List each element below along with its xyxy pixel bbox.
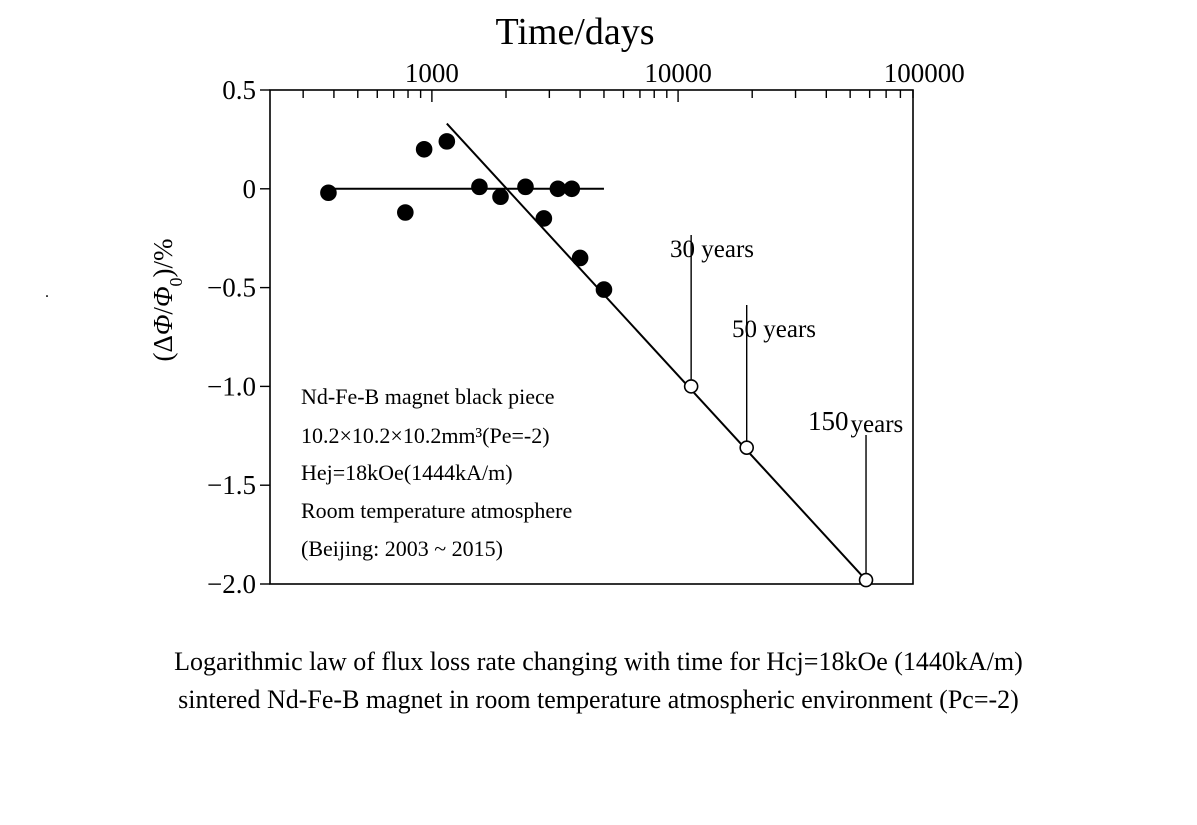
annotation-150-number: 150 <box>808 406 849 436</box>
measured-point <box>563 180 581 198</box>
y-tick-label: −1.5 <box>207 470 256 500</box>
plot-frame <box>269 89 914 585</box>
measured-point <box>438 133 456 150</box>
trend-line <box>446 122 867 581</box>
measured-point <box>415 140 433 158</box>
x-tick-label: 100000 <box>884 58 965 88</box>
annotation-leaders <box>690 235 867 574</box>
annotation-150-unit: years <box>851 411 904 438</box>
x-tick-label: 10000 <box>644 58 712 88</box>
data-points <box>320 133 874 588</box>
measured-point <box>535 210 553 227</box>
y-tick-label: 0.5 <box>222 75 256 105</box>
legend-line-5: (Beijing: 2003 ~ 2015) <box>301 536 503 561</box>
x-axis-title: Time/days <box>495 11 654 53</box>
legend-line-2: 10.2×10.2×10.2mm³(Pe=-2) <box>301 423 550 448</box>
axis-ticks <box>260 89 914 585</box>
y-tick-label: −0.5 <box>207 273 256 303</box>
legend-line-1: Nd-Fe-B magnet black piece <box>301 384 555 409</box>
measured-point <box>320 184 337 202</box>
measured-point <box>571 249 589 267</box>
annotation-30-years: 30 years <box>670 236 754 263</box>
tick-labels: 1000 10000 100000 0.5 0 −0.5 −1.0 −1.5 −2.0 <box>207 58 965 599</box>
measured-point <box>549 180 567 198</box>
x-tick-label: 1000 <box>405 58 459 88</box>
annotation-150-years: 150years <box>808 406 903 438</box>
legend-box: Nd-Fe-B magnet black piece 10.2×10.2×10.… <box>301 384 572 561</box>
predicted-point <box>683 379 699 394</box>
measured-point <box>595 281 613 298</box>
predicted-point <box>858 572 874 588</box>
figure-caption-line-1: Logarithmic law of flux loss rate changi… <box>174 647 1023 676</box>
stray-mark: . <box>45 284 49 301</box>
y-tick-label: −2.0 <box>207 569 256 599</box>
measured-point <box>397 204 414 221</box>
measured-point <box>492 188 509 206</box>
figure-caption-line-2: sintered Nd-Fe-B magnet in room temperat… <box>178 685 1019 714</box>
legend-line-4: Room temperature atmosphere <box>301 498 572 523</box>
measured-point <box>471 178 488 196</box>
y-tick-label: 0 <box>243 174 257 204</box>
annotation-50-years: 50 years <box>732 316 816 343</box>
y-tick-label: −1.0 <box>207 371 256 401</box>
predicted-point <box>739 440 755 455</box>
legend-line-3: Hej=18kOe(1444kA/m) <box>301 460 513 485</box>
y-axis-title: (ΔΦ/Φ0)/% <box>148 239 186 362</box>
flux-loss-chart: Time/days (ΔΦ/Φ0)/% . 1000 10000 100000 0.5… <box>45 11 965 599</box>
measured-point <box>517 178 534 196</box>
